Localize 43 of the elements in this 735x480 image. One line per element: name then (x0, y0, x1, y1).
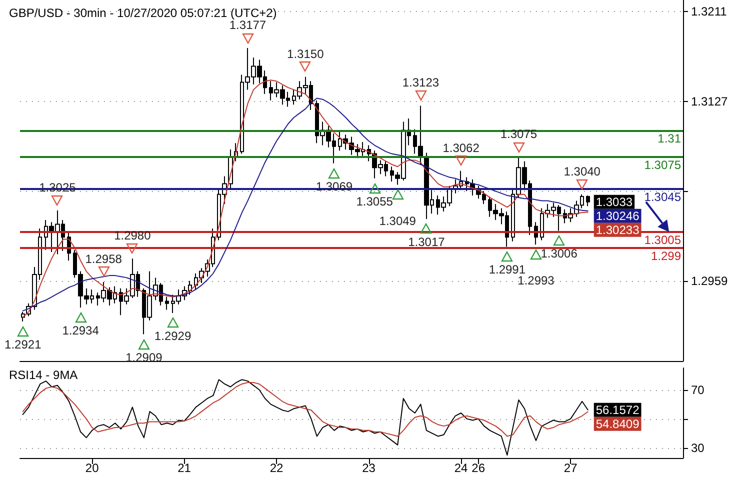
annotation: 1.3049 (379, 214, 416, 228)
annotation: 1.3006 (540, 246, 578, 261)
data-label: 56.1572 (596, 402, 640, 417)
annotation: 1.3123 (402, 76, 440, 90)
text: GBP/USD - 30min - 10/27/2020 05:07:21 (UTC+2) (9, 6, 277, 20)
ref-line-label: 1.3045 (644, 190, 682, 204)
chart-title: RSI14 - 9MA (9, 368, 78, 382)
candlestick (586, 194, 590, 207)
y-tick-label: 30 (691, 440, 705, 455)
x-tick-label: 20 (85, 461, 100, 475)
x-tick-label: 24 (454, 461, 468, 475)
annotation: 1.3150 (287, 46, 324, 61)
candlestick (165, 296, 169, 310)
y-tick-label: 70 (691, 382, 705, 397)
ref-line-label: 1.3075 (644, 158, 682, 172)
ref-line-label: 1.3005 (644, 232, 682, 247)
x-tick-label: 21 (178, 461, 192, 475)
data-label: 1.30233 (596, 222, 640, 237)
annotation: 1.2934 (62, 324, 100, 338)
x-tick-label: 23 (362, 461, 376, 475)
annotation: 1.2958 (85, 252, 122, 266)
x-tick-label: 27 (564, 461, 578, 475)
annotation: 1.3017 (408, 234, 446, 249)
annotation: 1.2909 (126, 350, 163, 364)
annotation: 1.2929 (154, 328, 192, 343)
annotation: 1.3040 (564, 164, 601, 178)
y-tick-label: 1.3211 (691, 4, 728, 19)
ref-line-label: 1.31 (658, 131, 682, 146)
annotation: 1.3055 (356, 194, 394, 208)
annotation: 1.2980 (114, 228, 152, 242)
x-tick-label: 26 (472, 461, 486, 475)
y-tick-label: 1.2959 (691, 274, 728, 288)
annotation: 1.3062 (442, 140, 480, 155)
ref-line-label: 1.299 (650, 248, 682, 263)
y-tick-label: 1.3127 (691, 94, 728, 108)
annotation: 1.3177 (229, 18, 266, 32)
annotation: 1.2921 (4, 337, 42, 352)
x-tick-label: 22 (270, 461, 284, 475)
line-series (22, 382, 588, 437)
data-label: 54.8409 (596, 416, 640, 431)
data-label: 1.30246 (596, 208, 640, 223)
text: 1.3033 (596, 194, 633, 209)
line-series (22, 379, 588, 456)
